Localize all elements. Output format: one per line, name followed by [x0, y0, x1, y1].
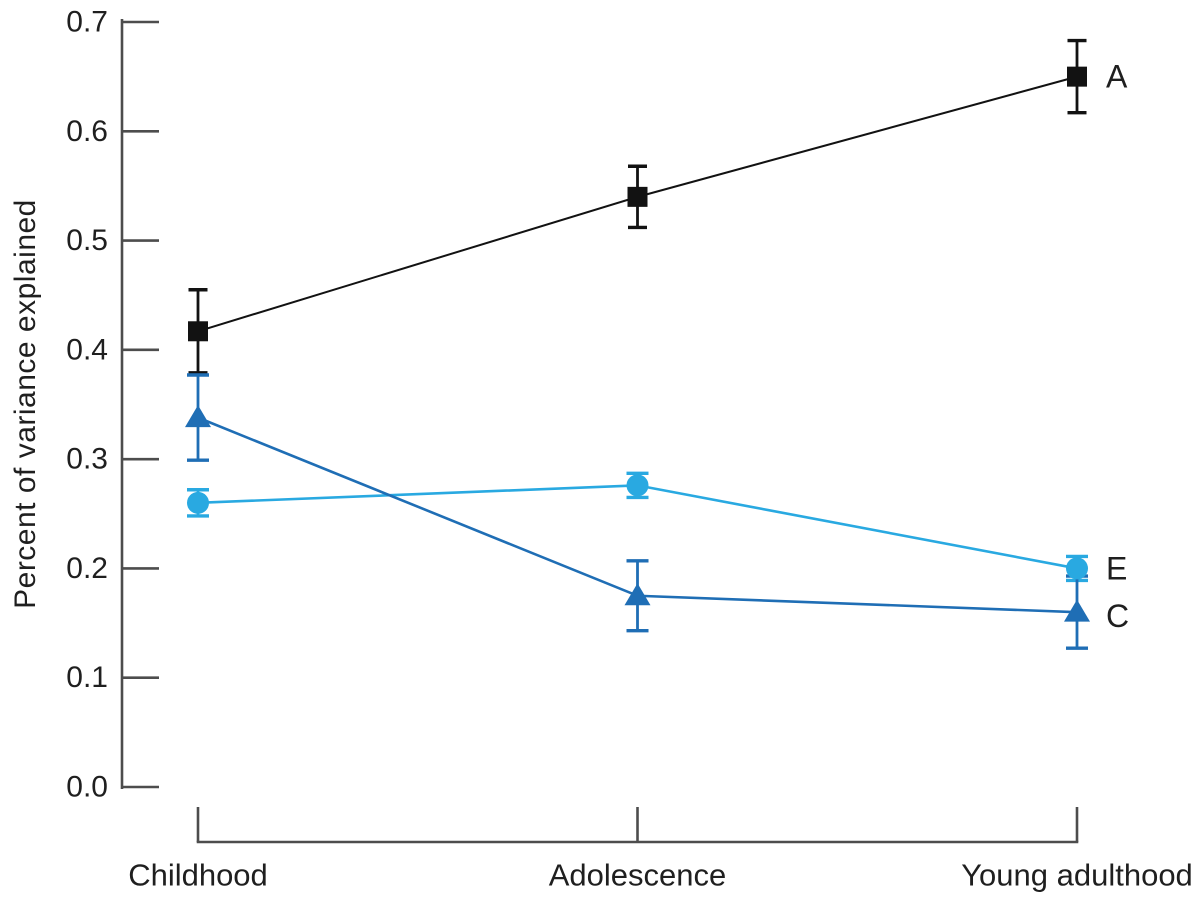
x-category-label: Childhood: [128, 858, 268, 893]
y-tick-label: 0.5: [66, 224, 108, 257]
y-axis-title: Percent of variance explained: [9, 199, 42, 609]
y-tick-label: 0.0: [66, 771, 108, 804]
x-category-label: Young adulthood: [961, 858, 1193, 893]
marker-square-A: [627, 186, 648, 207]
y-tick-label: 0.4: [66, 333, 108, 366]
series-label-E: E: [1106, 550, 1127, 586]
y-tick-label: 0.2: [66, 552, 108, 585]
marker-square-A: [1067, 66, 1087, 87]
series-label-C: C: [1106, 598, 1129, 634]
marker-circle-E: [1066, 557, 1088, 580]
marker-triangle-C: [185, 405, 211, 428]
marker-circle-E: [626, 474, 649, 497]
marker-triangle-C: [1064, 599, 1090, 622]
series-label-A: A: [1106, 59, 1128, 95]
marker-triangle-C: [624, 583, 651, 606]
y-tick-label: 0.6: [66, 115, 108, 148]
x-category-label: Adolescence: [549, 858, 727, 893]
y-tick-label: 0.7: [66, 6, 108, 39]
marker-square-A: [188, 321, 208, 342]
marker-circle-E: [187, 491, 209, 514]
y-tick-label: 0.3: [66, 443, 108, 476]
y-tick-label: 0.1: [66, 661, 108, 694]
